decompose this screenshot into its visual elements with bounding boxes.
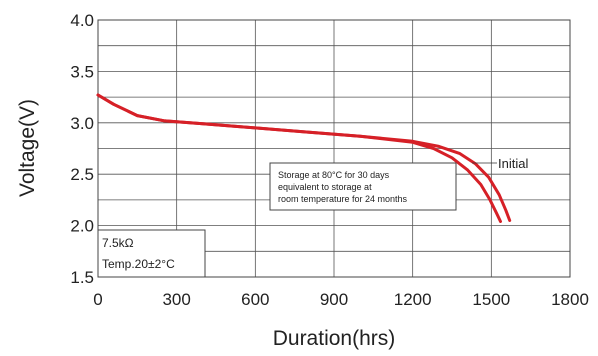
- storage-annotation-line: room temperature for 24 months: [278, 194, 408, 204]
- conditions-box: 7.5kΩ Temp.20±2°C: [97, 229, 206, 278]
- plot-area-frame: [97, 19, 571, 278]
- x-tick-label: 900: [320, 290, 348, 309]
- y-tick-labels: 1.5 2.0 2.5 3.0 3.5 4.0: [70, 11, 94, 287]
- series-lines: [96, 93, 512, 223]
- series-label-initial: Initial: [498, 156, 528, 171]
- y-tick-label: 2.5: [70, 165, 94, 184]
- x-tick-label: 300: [162, 290, 190, 309]
- x-tick-label: 1500: [472, 290, 510, 309]
- storage-annotation-line: equivalent to storage at: [278, 182, 372, 192]
- storage-annotation-box: [269, 162, 457, 211]
- x-tick-label: 1800: [551, 290, 589, 309]
- series-line-2: [96, 93, 502, 223]
- x-tick-label: 1200: [394, 290, 432, 309]
- x-tick-label: 0: [93, 290, 102, 309]
- x-tick-labels: 0 300 600 900 1200 1500 1800: [93, 290, 589, 309]
- y-tick-label: 3.5: [70, 62, 94, 81]
- storage-annotation-line: Storage at 80°C for 30 days: [278, 170, 390, 180]
- storage-annotation: Storage at 80°C for 30 days equivalent t…: [269, 162, 457, 211]
- y-tick-label: 2.0: [70, 217, 94, 236]
- y-tick-label: 4.0: [70, 11, 94, 30]
- x-axis-title: Duration(hrs): [273, 327, 396, 350]
- condition-temperature: Temp.20±2°C: [102, 257, 175, 271]
- y-tick-label: 3.0: [70, 114, 94, 133]
- y-axis-title: Voltage(V): [16, 99, 39, 197]
- x-tick-label: 600: [241, 290, 269, 309]
- conditions-box-frame: [97, 229, 206, 278]
- y-tick-label: 1.5: [70, 268, 94, 287]
- condition-load: 7.5kΩ: [102, 236, 134, 250]
